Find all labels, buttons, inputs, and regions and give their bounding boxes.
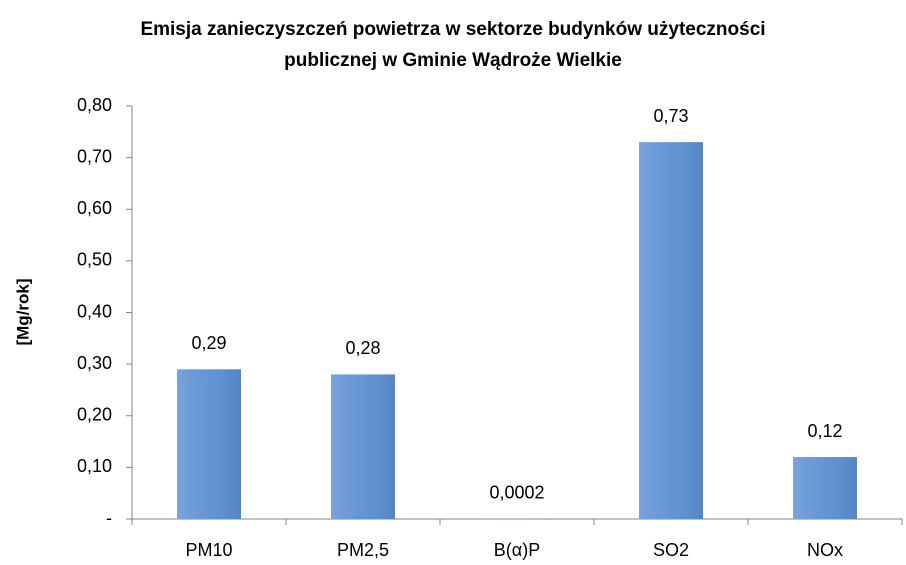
y-tick-label: 0,40 [77, 301, 112, 321]
data-label: 0,73 [653, 106, 688, 126]
x-tick-label: PM10 [185, 540, 232, 560]
y-tick-label: 0,70 [77, 146, 112, 166]
x-tick-label: PM2,5 [337, 540, 389, 560]
y-tick-label: 0,30 [77, 353, 112, 373]
y-axis-label: [Mg/rok] [13, 278, 32, 345]
data-label: 0,12 [807, 421, 842, 441]
y-tick-label: 0,80 [77, 95, 112, 115]
x-tick-label: SO2 [653, 540, 689, 560]
y-tick-label: 0,10 [77, 456, 112, 476]
data-label: 0,0002 [489, 483, 544, 503]
bar-shade [793, 457, 857, 519]
y-tick-label: 0,60 [77, 198, 112, 218]
x-tick-label: NOx [807, 540, 843, 560]
bar-shade [331, 374, 395, 519]
x-tick-label: B(α)P [494, 540, 540, 560]
bar-shade [485, 518, 549, 520]
y-tick-label: 0,50 [77, 250, 112, 270]
y-tick-label: - [106, 508, 112, 528]
bar-shade [639, 142, 703, 519]
bar-shade [177, 369, 241, 519]
chart-title: Emisja zanieczyszczeń powietrza w sektor… [140, 19, 765, 40]
data-label: 0,28 [345, 338, 380, 358]
y-tick-label: 0,20 [77, 405, 112, 425]
chart-title: publicznej w Gminie Wądroże Wielkie [284, 50, 622, 71]
data-label: 0,29 [191, 333, 226, 353]
